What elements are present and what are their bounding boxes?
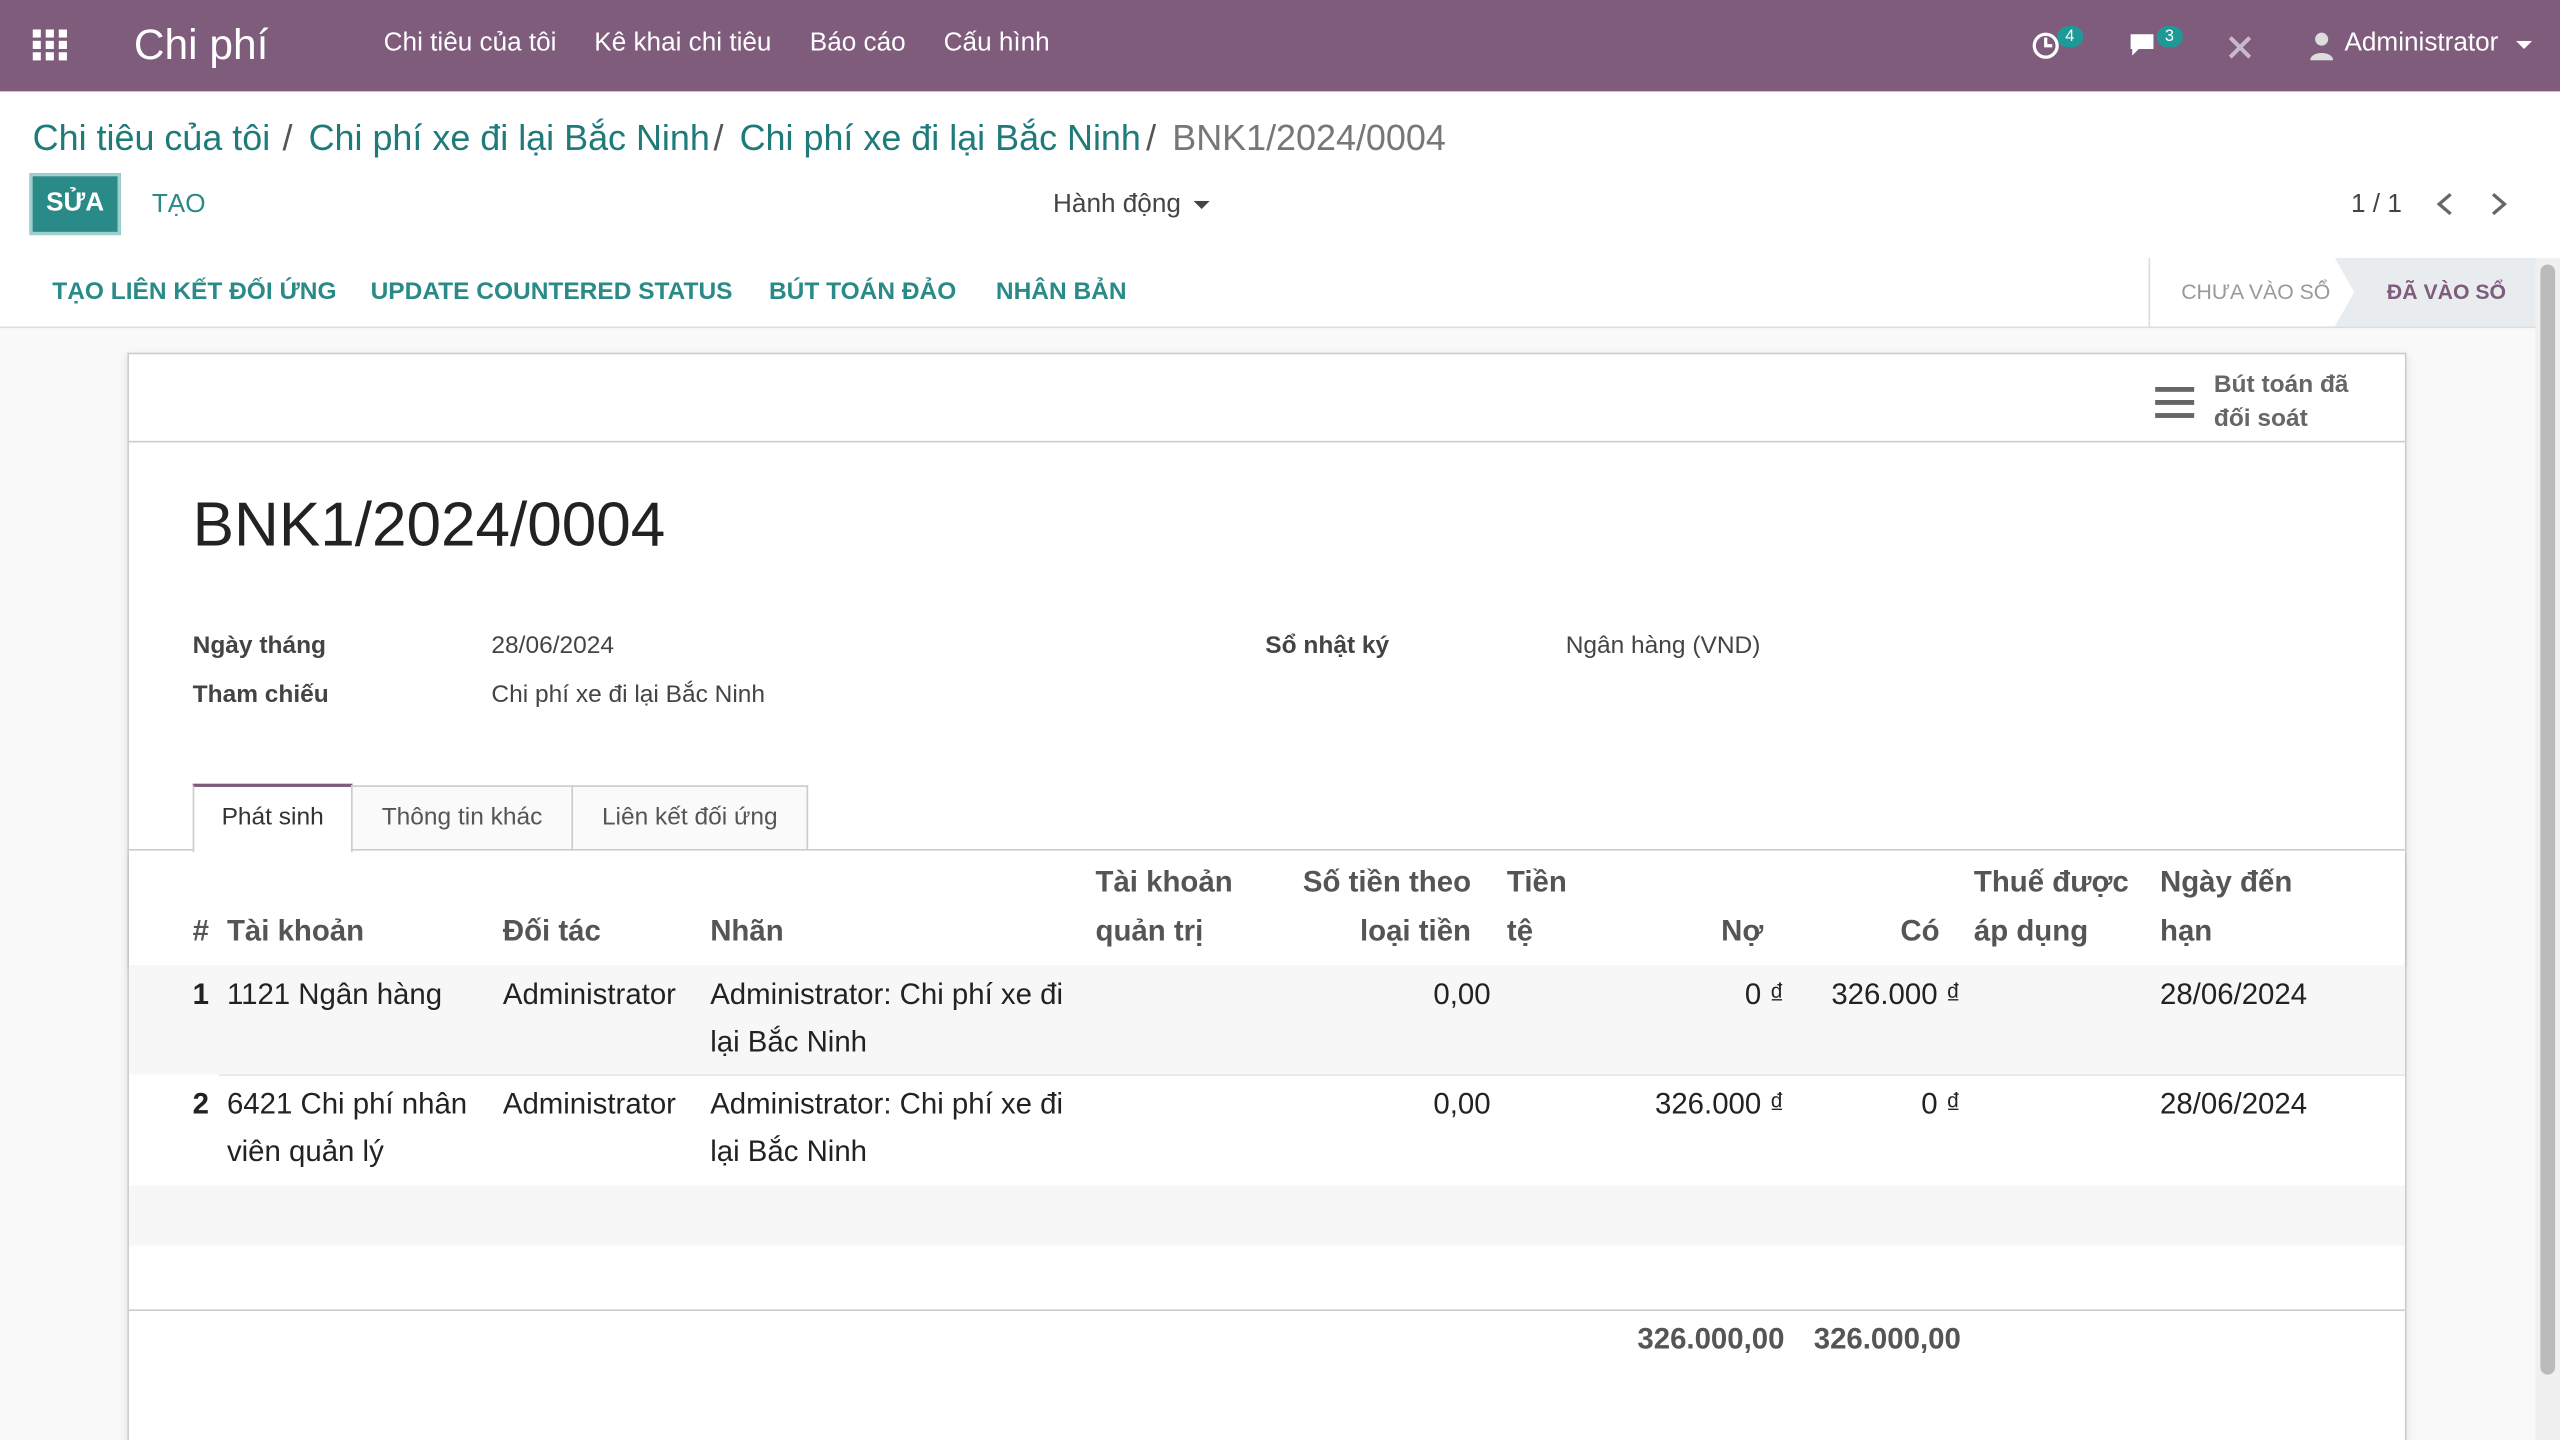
pager-next[interactable] [2490, 191, 2510, 217]
column-header: Có [1900, 914, 1940, 947]
header-button[interactable]: UPDATE COUNTERED STATUS [370, 277, 733, 306]
scrollbar-thumb[interactable] [2540, 264, 2556, 1375]
menu-item[interactable]: Chi tiêu của tôi [383, 29, 557, 58]
tab[interactable]: Liên kết đối ứng [571, 785, 809, 849]
divider [2148, 257, 2151, 327]
navbar: Chi phí Chi tiêu của tôi Kê khai chi tiê… [0, 0, 2560, 92]
caret [1193, 200, 1210, 209]
pager: 1 / 1 [2351, 191, 2402, 219]
pager-prev[interactable] [2434, 191, 2454, 217]
activity-icon[interactable] [2031, 31, 2060, 60]
table-header: # Tài khoản Đối tác Nhãn Tài khoản quản … [129, 851, 2405, 965]
field-label: Tham chiếu [192, 680, 329, 709]
table-cell: 1 [192, 977, 210, 1011]
column-header: Tài khoản quản trị [1095, 865, 1233, 947]
status-step-active: ĐÃ VÀO SỔ [2386, 279, 2507, 304]
table-cell: Administrator [502, 1087, 676, 1120]
messages-icon[interactable] [2127, 31, 2160, 60]
create-button[interactable]: TẠO [151, 191, 206, 219]
header-button[interactable]: TẠO LIÊN KẾT ĐỐI ỨNG [52, 277, 337, 306]
column-header: Thuế được áp dụng [1973, 865, 2129, 947]
total-credit: 326.000,00 [1813, 1322, 1961, 1356]
user-icon [2310, 32, 2334, 61]
field-label: Ngày tháng [192, 631, 327, 660]
table-cell: 326.000 ₫ [1654, 1087, 1785, 1120]
table-cell: Administrator: Chi phí xe đi lại Bắc Nin… [710, 977, 1064, 1058]
edit-button[interactable]: SỬA [29, 173, 121, 236]
column-header: Đối tác [502, 914, 601, 947]
app-name: Chi phí [133, 19, 269, 69]
smart-button[interactable]: Bút toán đã đối soát [2213, 370, 2349, 433]
menu-item[interactable]: Kê khai chi tiêu [594, 29, 772, 58]
column-header: Nợ [1721, 914, 1764, 947]
status-active-bg [2334, 257, 2536, 327]
table-cell: 326.000 ₫ [1831, 977, 1961, 1011]
tab[interactable]: Thông tin khác [351, 785, 574, 849]
breadcrumb-separator: / [282, 117, 293, 159]
debug-icon[interactable] [2227, 34, 2253, 60]
table-row[interactable] [128, 964, 2405, 1075]
breadcrumb-item[interactable]: Chi phí xe đi lại Bắc Ninh [308, 117, 710, 159]
table-cell: 1121 Ngân hàng [226, 977, 443, 1011]
table-cell: Administrator [502, 977, 676, 1011]
table-cell: 0,00 [1433, 977, 1491, 1011]
record-title: BNK1/2024/0004 [192, 491, 666, 560]
column-header: Ngày đến hạn [2159, 865, 2293, 947]
field-value: Ngân hàng (VND) [1565, 631, 1761, 660]
tab-border [128, 848, 2405, 851]
table-cell: 6421 Chi phí nhân viên quản lý [226, 1087, 468, 1168]
table-footer-border [128, 1309, 2405, 1312]
form-sheet: Bút toán đã đối soát BNK1/2024/0004 Ngày… [127, 352, 2407, 1440]
breadcrumb-separator: / [713, 117, 724, 159]
column-header: # [192, 914, 210, 947]
list-icon [2155, 386, 2195, 418]
column-header: Tài khoản [226, 914, 365, 947]
table-cell: 28/06/2024 [2159, 977, 2308, 1011]
column-header: Số tiền theo loại tiền [1302, 865, 1472, 947]
table-cell: Administrator: Chi phí xe đi lại Bắc Nin… [710, 1087, 1064, 1168]
breadcrumb-item[interactable]: Chi phí xe đi lại Bắc Ninh [739, 117, 1141, 159]
tab-active[interactable]: Phát sinh [192, 783, 353, 853]
control-panel: Chi tiêu của tôi / Chi phí xe đi lại Bắc… [0, 91, 2560, 260]
table-cell: 0,00 [1433, 1087, 1491, 1120]
user-menu[interactable]: Administrator [2344, 29, 2499, 58]
breadcrumb-current: BNK1/2024/0004 [1172, 117, 1446, 159]
breadcrumb-separator: / [1146, 117, 1157, 159]
empty-row [128, 1185, 2405, 1246]
total-debit: 326.000,00 [1637, 1322, 1785, 1356]
table-cell: 0 ₫ [1744, 977, 1785, 1011]
field-value: 28/06/2024 [491, 631, 615, 660]
messages-badge: 3 [2156, 26, 2183, 48]
table-cell: 0 ₫ [1921, 1087, 1961, 1120]
status-step[interactable]: CHƯA VÀO SỔ [2181, 279, 2331, 304]
table-row[interactable] [218, 1074, 2405, 1186]
status-bar: TẠO LIÊN KẾT ĐỐI ỨNG UPDATE COUNTERED ST… [0, 257, 2536, 329]
table-cell: 28/06/2024 [2159, 1087, 2308, 1120]
column-header: Nhãn [710, 914, 784, 947]
header-button[interactable]: BÚT TOÁN ĐẢO [768, 277, 957, 306]
activity-badge: 4 [2057, 26, 2083, 48]
field-label: Sổ nhật ký [1265, 631, 1390, 660]
apps-icon[interactable] [32, 29, 69, 62]
field-value: Chi phí xe đi lại Bắc Ninh [491, 680, 766, 709]
breadcrumb-item[interactable]: Chi tiêu của tôi [32, 117, 271, 159]
button-box-border [128, 440, 2405, 443]
menu-item[interactable]: Báo cáo [809, 29, 906, 58]
action-menu[interactable]: Hành động [1053, 191, 1181, 219]
table-cell: 2 [192, 1087, 210, 1120]
column-header: Tiền tệ [1506, 865, 1567, 947]
caret [2515, 40, 2533, 49]
header-button[interactable]: NHÂN BẢN [995, 277, 1127, 306]
menu-item[interactable]: Cấu hình [943, 29, 1050, 58]
